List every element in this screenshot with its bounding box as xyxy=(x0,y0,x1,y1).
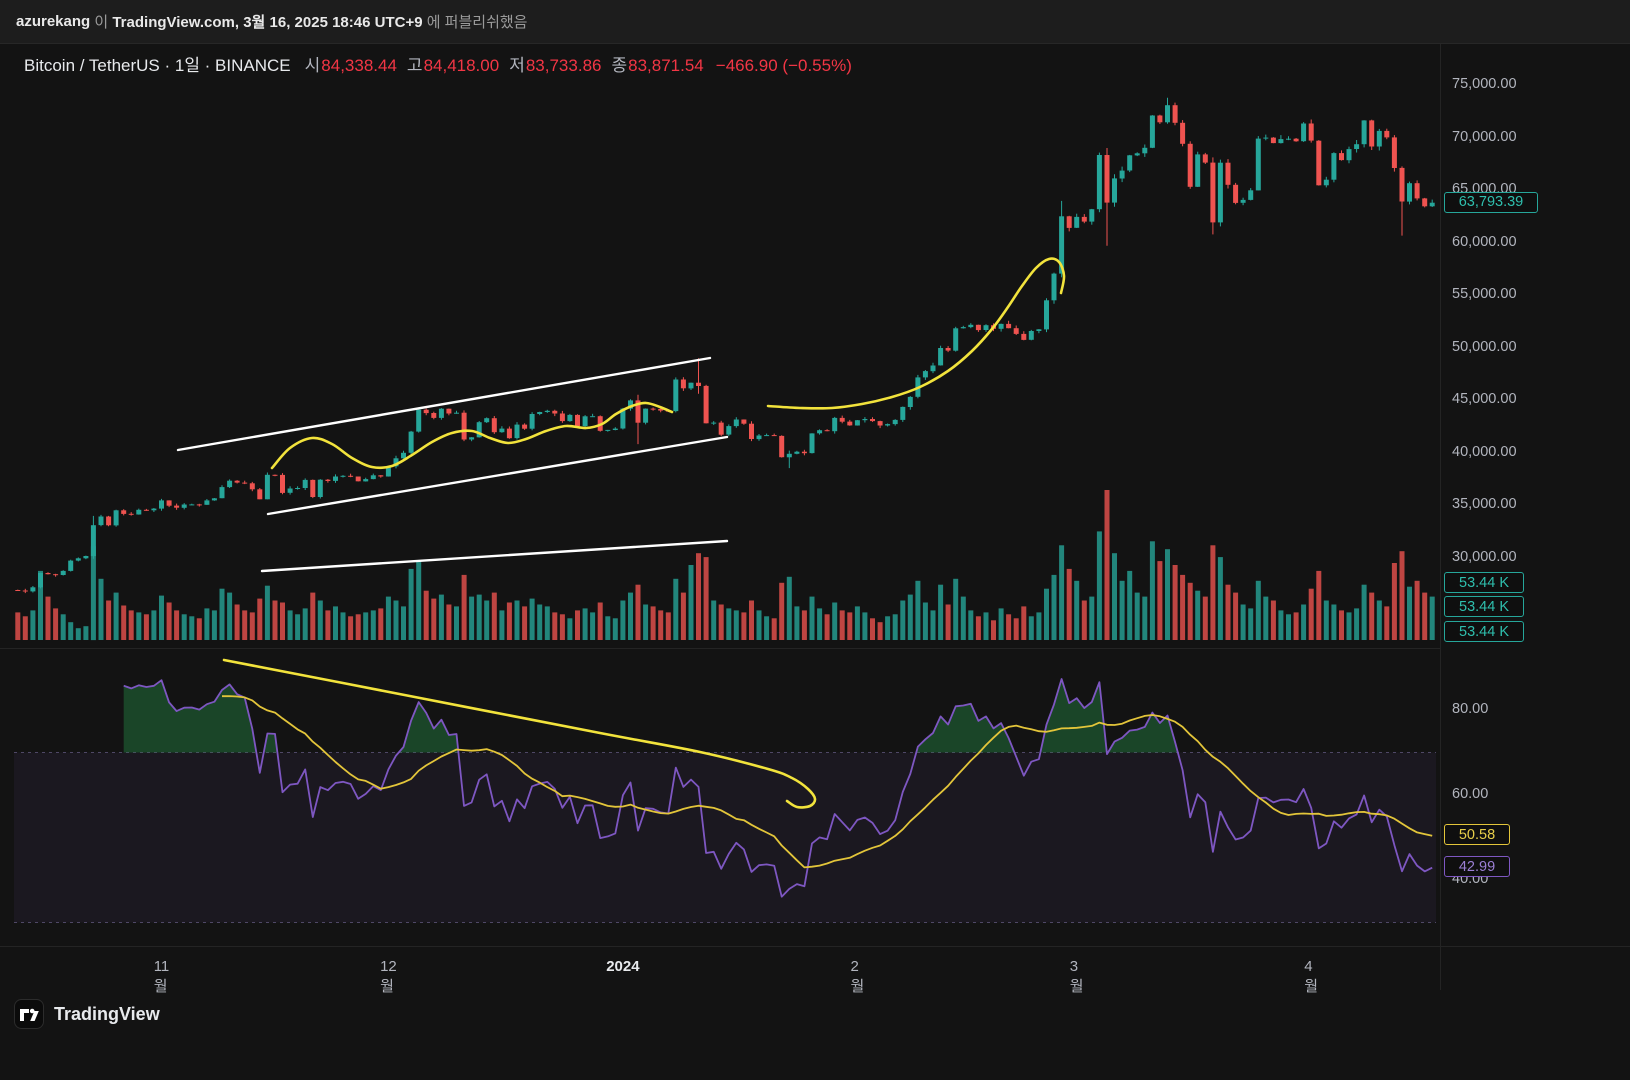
ohlc-high: 고84,418.00 xyxy=(406,56,500,75)
price-axis-label: 35,000.00 xyxy=(1452,496,1517,512)
trendline xyxy=(266,435,729,516)
time-axis-label: 11월 xyxy=(153,958,170,995)
ohlc-open: 시84,338.44 xyxy=(304,56,397,75)
trendline xyxy=(260,539,729,573)
publish-suffix: 에 퍼블리쉬했음 xyxy=(422,14,528,31)
volume-badge: 53.44 K xyxy=(1444,596,1524,617)
ohlc-close: 종83,871.54 xyxy=(611,56,704,75)
publish-bar: azurekang 이 TradingView.com, 3월 16, 2025… xyxy=(0,0,1630,44)
time-axis-label: 2월 xyxy=(850,958,865,995)
rsi-lines xyxy=(123,678,1433,898)
volume-badge: 53.44 K xyxy=(1444,621,1524,642)
tradingview-logo-icon[interactable] xyxy=(14,999,44,1029)
drawing-annotation xyxy=(222,658,817,809)
publish-user[interactable]: azurekang xyxy=(16,13,91,30)
price-axis-label: 70,000.00 xyxy=(1452,128,1517,145)
price-axis-label: 45,000.00 xyxy=(1452,391,1517,407)
rsi-axis-label: 80.00 xyxy=(1452,701,1489,717)
time-axis-label: 2024 xyxy=(606,958,640,975)
publish-source-date: TradingView.com, 3월 16, 2025 18:46 UTC+9 xyxy=(112,14,423,31)
symbol-header: Bitcoin / TetherUS · 1일 · BINANCE 시84,33… xyxy=(24,51,852,76)
volume-badge: 53.44 K xyxy=(1444,572,1524,593)
trendline xyxy=(176,356,712,452)
price-axis-label: 55,000.00 xyxy=(1452,286,1517,302)
price-axis-label: 40,000.00 xyxy=(1452,443,1517,460)
last-price-badge: 63,793.39 xyxy=(1444,191,1538,213)
rsi-axis-label: 60.00 xyxy=(1452,786,1489,802)
ohlc-low: 저83,733.86 xyxy=(509,56,602,75)
price-axis-label: 60,000.00 xyxy=(1452,233,1517,250)
time-axis-label: 12월 xyxy=(380,958,397,995)
rsi-ma-badge: 50.58 xyxy=(1444,824,1510,846)
price-axis-label: 50,000.00 xyxy=(1452,338,1517,355)
drawing-annotation xyxy=(766,257,1066,410)
volume-bars xyxy=(15,490,1435,641)
brand-name[interactable]: TradingView xyxy=(54,1003,160,1024)
drawing-annotation xyxy=(270,401,674,470)
time-axis-label: 4월 xyxy=(1304,958,1319,995)
change-value: −466.90 (−0.55%) xyxy=(715,56,852,75)
candles xyxy=(15,97,1435,594)
time-axis-label: 3월 xyxy=(1069,958,1084,995)
rsi-badge: 42.99 xyxy=(1444,856,1510,878)
publish-connector: 이 xyxy=(90,14,113,31)
symbol-title[interactable]: Bitcoin / TetherUS · 1일 · BINANCE xyxy=(24,56,291,75)
price-axis-label: 30,000.00 xyxy=(1452,548,1517,565)
footer: TradingView xyxy=(14,999,160,1029)
price-axis-label: 75,000.00 xyxy=(1452,76,1517,92)
